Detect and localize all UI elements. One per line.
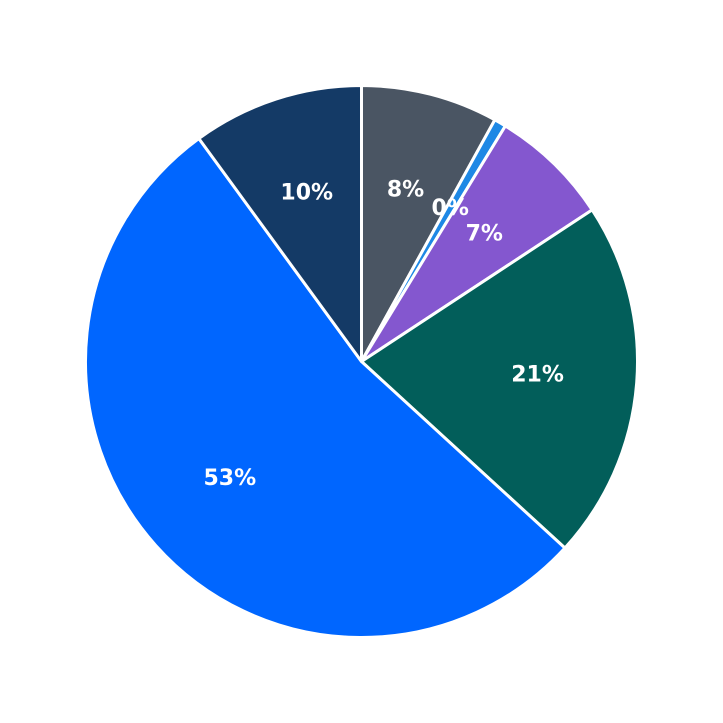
slice-label-1: 0% (432, 196, 469, 221)
pie-slice-3 (360, 208, 639, 550)
slice-label-5: 10% (280, 181, 333, 206)
pie-slice-0 (360, 84, 497, 363)
pie-slice-4 (84, 137, 567, 639)
slice-label-2: 7% (466, 222, 503, 247)
pie-slices (84, 84, 639, 639)
pie-labels: 8% 0%7% 21% 53% 10% (203, 177, 563, 491)
slice-label-4: 53% (203, 466, 256, 491)
slice-label-0: 8% (387, 177, 424, 202)
pie-slice-2 (360, 124, 594, 363)
pie-slice-5 (197, 84, 363, 363)
slice-label-3: 21% (511, 363, 564, 388)
